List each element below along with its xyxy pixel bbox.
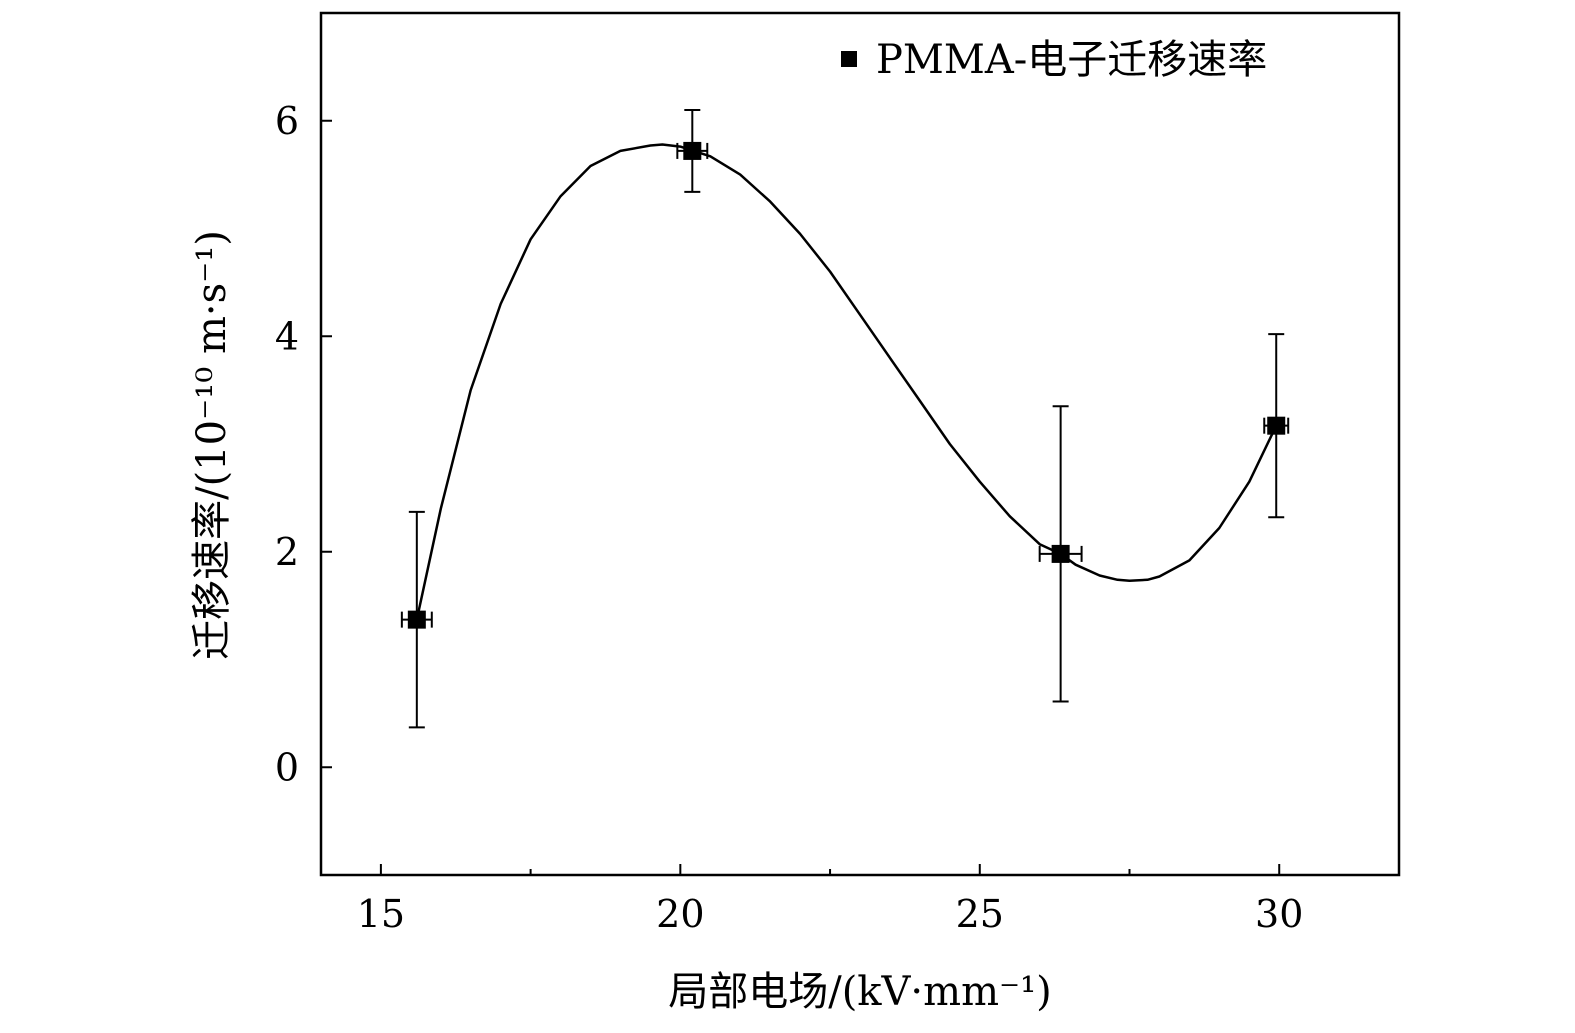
- x-tick-label: 15: [357, 892, 405, 936]
- legend-marker: [841, 51, 857, 67]
- y-tick-label: 4: [275, 314, 299, 358]
- y-tick-label: 2: [275, 530, 299, 574]
- legend-label: PMMA-电子迁移速率: [876, 37, 1267, 83]
- y-axis-label: 迁移速率/(10⁻¹⁰ m·s⁻¹): [189, 230, 235, 660]
- ticks: 15 20 25 30 0 2 4 6: [275, 99, 1304, 936]
- data-point-marker: [407, 610, 426, 629]
- y-tick-label: 6: [275, 99, 299, 143]
- data-point-group: [1263, 333, 1290, 519]
- data-point-group: [676, 108, 709, 193]
- y-tick-label: 0: [275, 745, 299, 789]
- data-point-group: [1038, 405, 1083, 703]
- x-axis-label: 局部电场/(kV·mm⁻¹): [668, 969, 1052, 1015]
- x-tick-label: 20: [656, 892, 704, 936]
- plot-frame: [319, 11, 1401, 877]
- x-tick-label: 25: [956, 892, 1004, 936]
- data-point-group: [400, 510, 433, 729]
- data-point-marker: [683, 141, 702, 160]
- data-points: [400, 108, 1290, 729]
- fit-curve: [415, 143, 1278, 620]
- legend: PMMA-电子迁移速率: [841, 37, 1267, 83]
- data-point-marker: [1267, 416, 1286, 435]
- data-point-marker: [1051, 544, 1070, 563]
- x-tick-label: 30: [1255, 892, 1303, 936]
- fit-curve-layer: [415, 143, 1278, 620]
